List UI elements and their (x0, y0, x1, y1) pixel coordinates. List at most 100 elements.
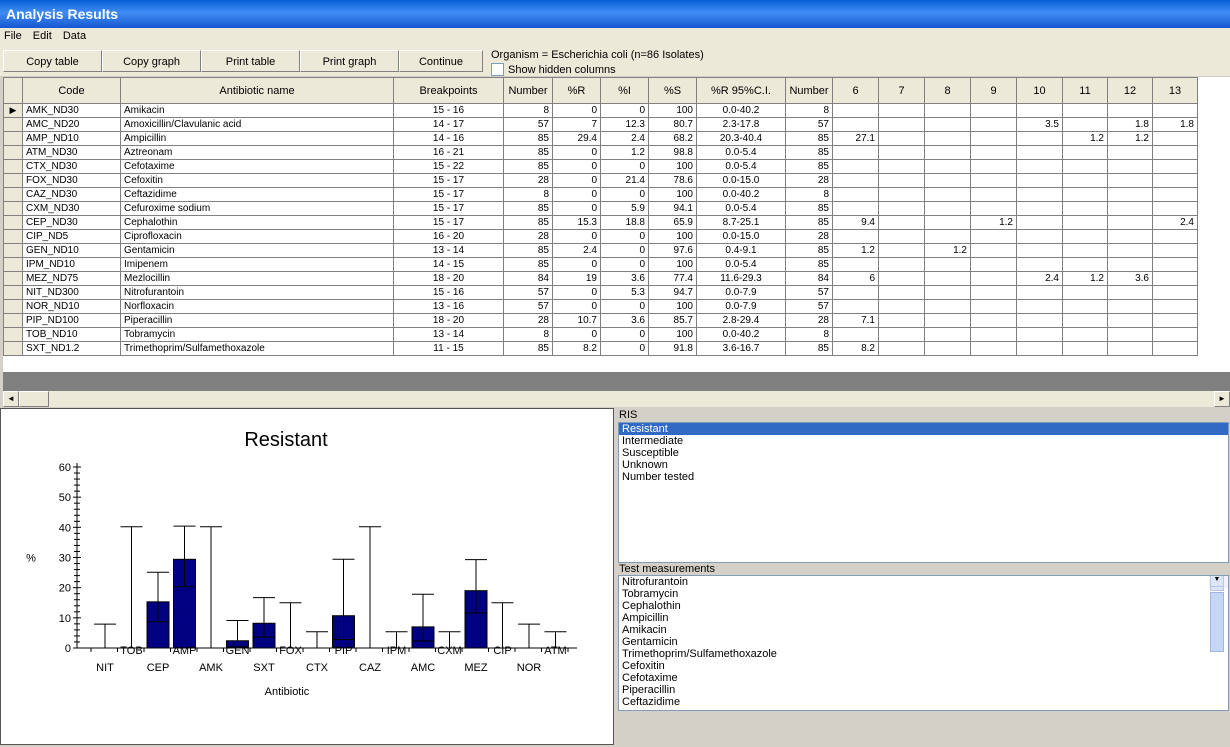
column-header[interactable]: 6 (832, 77, 879, 104)
row-selector[interactable] (3, 299, 23, 314)
row-selector[interactable] (3, 243, 23, 258)
ris-list-item[interactable]: Number tested (622, 471, 695, 483)
menu-file[interactable]: File (4, 30, 22, 42)
row-selector[interactable] (3, 117, 23, 132)
print-graph-button[interactable]: Print graph (300, 50, 399, 72)
table-row[interactable]: CAZ_ND30 Ceftazidime 15 - 17 8 0 0 100 0.0-40.2… (3, 187, 1198, 202)
print-table-button[interactable]: Print table (201, 50, 300, 72)
column-header[interactable]: 13 (1152, 77, 1198, 104)
copy-table-button[interactable]: Copy table (3, 50, 102, 72)
scroll-thumb-vertical[interactable] (1210, 592, 1224, 652)
table-row[interactable]: CEP_ND30 Cephalothin 15 - 17 85 15.3 18.8 65.9… (3, 215, 1198, 230)
test-list-item[interactable]: Nitrofurantoin (622, 576, 689, 588)
test-list-item[interactable]: Gentamicin (622, 636, 678, 648)
row-selector[interactable] (3, 201, 23, 216)
table-row[interactable]: CIP_ND5 Ciprofloxacin 16 - 20 28 0 0 100 0.0-15… (3, 229, 1198, 244)
x-tick-label: ATM (544, 645, 566, 657)
row-selector[interactable] (3, 215, 23, 230)
column-header[interactable]: %I (600, 77, 649, 104)
test-list-item[interactable]: Ceftazidime (622, 696, 681, 708)
table-row[interactable]: ▶ AMK_ND30 Amikacin 15 - 16 8 0 0 100 0.0-40.2 8 (3, 103, 1198, 118)
tests-list[interactable]: Nitrofurantoin Tobramycin Cephalothin Ampic… (618, 575, 1229, 711)
table-row[interactable]: PIP_ND100 Piperacillin 18 - 20 28 10.7 3.6 85.… (3, 313, 1198, 328)
row-selector[interactable] (3, 159, 23, 174)
row-selector[interactable] (3, 173, 23, 188)
row-selector[interactable]: ▶ (3, 103, 23, 118)
test-list-item[interactable]: Amikacin (622, 624, 667, 636)
ris-list-item[interactable]: Susceptible (622, 447, 679, 459)
column-header[interactable]: 10 (1016, 77, 1063, 104)
table-row[interactable]: SXT_ND1.2 Trimethoprim/Sulfamethoxazole 11… (3, 341, 1198, 356)
copy-graph-button[interactable]: Copy graph (102, 50, 201, 72)
table-cell (1107, 145, 1153, 160)
test-list-item[interactable]: Tobramycin (622, 588, 679, 600)
table-cell: 100 (648, 327, 697, 342)
column-header[interactable]: %R (552, 77, 601, 104)
table-row[interactable]: TOB_ND10 Tobramycin 13 - 14 8 0 0 100 0.0-40.2 8 (3, 327, 1198, 342)
column-header[interactable]: Code (22, 77, 121, 104)
row-selector[interactable] (3, 271, 23, 286)
table-row[interactable]: IPM_ND10 Imipenem 14 - 15 85 0 0 100 0.0-5.4 85 (3, 257, 1198, 272)
table-row[interactable]: AMP_ND10 Ampicillin 14 - 16 85 29.4 2.4 68.2 20… (3, 131, 1198, 146)
table-row[interactable]: AMC_ND20 Amoxicillin/Clavulanic acid 14 - … (3, 117, 1198, 132)
table-cell: 0 (552, 229, 601, 244)
row-selector[interactable] (3, 313, 23, 328)
table-cell: 15 - 22 (393, 159, 504, 174)
table-row[interactable]: ATM_ND30 Aztreonam 16 - 21 85 0 1.2 98.8 0.0-5.… (3, 145, 1198, 160)
table-row[interactable]: GEN_ND10 Gentamicin 13 - 14 85 2.4 0 97.6 0.4-9… (3, 243, 1198, 258)
continue-button[interactable]: Continue (399, 50, 483, 72)
table-row[interactable]: CTX_ND30 Cefotaxime 15 - 22 85 0 0 100 0.0-5.4 8… (3, 159, 1198, 174)
table-row[interactable]: NOR_ND10 Norfloxacin 13 - 16 57 0 0 100 0.0-7.9… (3, 299, 1198, 314)
scroll-left-icon[interactable]: ◄ (3, 391, 19, 407)
table-row[interactable]: NIT_ND300 Nitrofurantoin 15 - 16 57 0 5.3 94.7… (3, 285, 1198, 300)
tests-scrollbar[interactable]: ▲ ▼ (1209, 576, 1228, 652)
menu-edit[interactable]: Edit (32, 30, 52, 42)
show-hidden-checkbox[interactable] (491, 63, 504, 76)
menu-data[interactable]: Data (62, 30, 87, 42)
column-header[interactable]: 7 (878, 77, 925, 104)
table-cell: 100 (648, 103, 697, 118)
ris-list-item[interactable]: Resistant (619, 423, 1228, 435)
table-row[interactable]: MEZ_ND75 Mezlocillin 18 - 20 84 19 3.6 77.4 11.… (3, 271, 1198, 286)
column-header[interactable]: 9 (970, 77, 1017, 104)
table-row[interactable]: FOX_ND30 Cefoxitin 15 - 17 28 0 21.4 78.6 0.0-1… (3, 173, 1198, 188)
test-list-item[interactable]: Cefotaxime (622, 672, 678, 684)
table-cell (970, 201, 1017, 216)
ris-list-item[interactable]: Unknown (622, 459, 668, 471)
test-list-item[interactable]: Ampicillin (622, 612, 669, 624)
table-cell: 57 (785, 117, 833, 132)
column-header[interactable]: Antibiotic name (120, 77, 394, 104)
row-selector[interactable] (3, 257, 23, 272)
test-list-item[interactable]: Cephalothin (622, 600, 681, 612)
test-list-item[interactable]: Cefoxitin (622, 660, 665, 672)
row-selector[interactable] (3, 327, 23, 342)
table-cell: 1.2 (924, 243, 971, 258)
row-selector[interactable] (3, 131, 23, 146)
column-header[interactable]: 12 (1107, 77, 1153, 104)
column-header[interactable]: Breakpoints (393, 77, 504, 104)
horizontal-scrollbar[interactable]: ◄ ► (3, 391, 1230, 407)
table-cell (878, 299, 925, 314)
ris-list[interactable]: Resistant Intermediate Susceptible Unknown N… (618, 422, 1229, 563)
row-selector[interactable] (3, 187, 23, 202)
row-selector[interactable] (3, 145, 23, 160)
column-header[interactable]: %R 95%C.I. (696, 77, 786, 104)
column-header[interactable]: 11 (1062, 77, 1108, 104)
test-list-item[interactable]: Piperacillin (622, 684, 676, 696)
table-cell (970, 117, 1017, 132)
table-cell: 15 - 17 (393, 187, 504, 202)
column-header[interactable]: Number (503, 77, 553, 104)
scroll-down-icon[interactable]: ▼ (1210, 576, 1224, 587)
show-hidden-columns[interactable]: Show hidden columns (491, 63, 616, 76)
ris-list-item[interactable]: Intermediate (622, 435, 684, 447)
column-header[interactable]: Number (785, 77, 833, 104)
test-list-item[interactable]: Trimethoprim/Sulfamethoxazole (622, 648, 777, 660)
column-header[interactable]: 8 (924, 77, 971, 104)
column-header[interactable]: %S (648, 77, 697, 104)
scroll-thumb[interactable] (19, 391, 49, 407)
row-selector[interactable] (3, 341, 23, 356)
row-selector[interactable] (3, 229, 23, 244)
row-selector[interactable] (3, 285, 23, 300)
scroll-right-icon[interactable]: ► (1214, 391, 1230, 407)
table-row[interactable]: CXM_ND30 Cefuroxime sodium 15 - 17 85 0 5.9 94… (3, 201, 1198, 216)
